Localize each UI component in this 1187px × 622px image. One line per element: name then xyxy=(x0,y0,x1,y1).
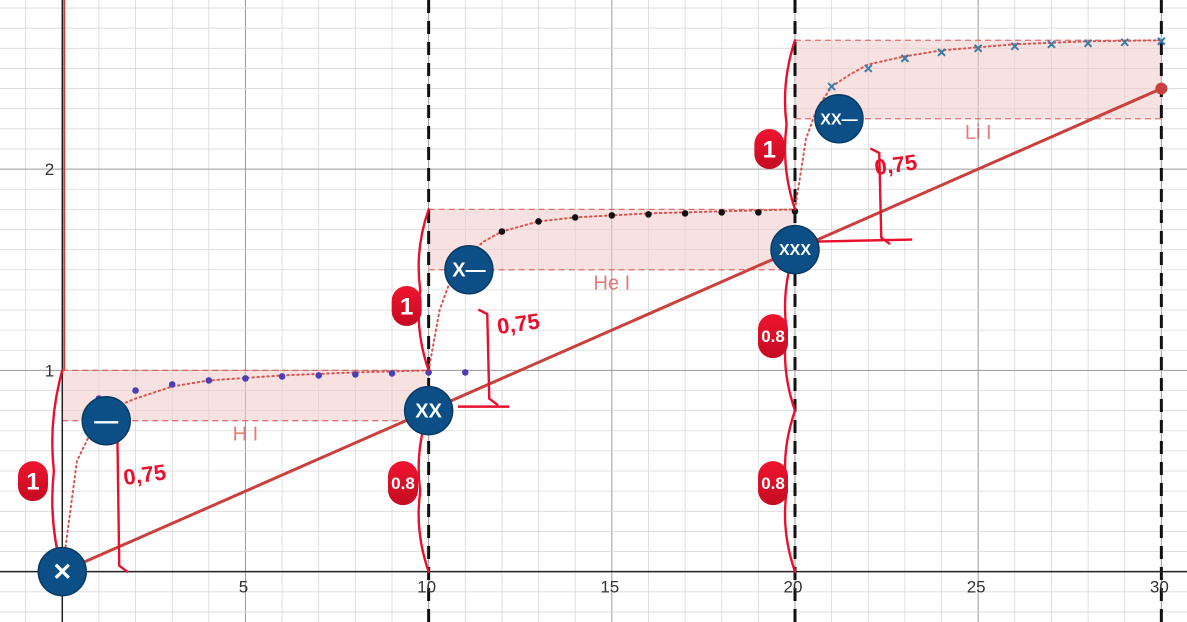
dotted-curve xyxy=(61,369,430,573)
endpoint-dot xyxy=(1155,82,1168,95)
region-label: He I xyxy=(593,273,630,295)
ionization-label: 0,75 xyxy=(495,308,541,339)
data-point xyxy=(132,387,139,394)
electron-circle xyxy=(444,244,494,295)
dotted-curve xyxy=(793,39,1163,211)
bracket-h-height xyxy=(51,369,64,573)
data-point-x xyxy=(1120,38,1129,47)
y-tick-label: 1 xyxy=(45,361,54,380)
electron-circle xyxy=(403,385,454,436)
pin-label: 0.8 xyxy=(761,327,785,346)
data-point xyxy=(461,369,469,376)
electron-circle xyxy=(81,395,131,446)
bracket-li-upper xyxy=(783,39,797,211)
data-points xyxy=(95,37,1166,402)
region-label: Li I xyxy=(965,122,992,144)
ionization-label: 0,75 xyxy=(873,149,919,180)
data-point-x xyxy=(1157,37,1166,46)
underline-li xyxy=(816,238,913,243)
data-point-x xyxy=(1083,39,1093,48)
data-point xyxy=(205,377,213,384)
x-tick-label: 5 xyxy=(239,578,248,597)
pin-markers: 1 1 1 0.8 0.8 0.8 xyxy=(17,128,789,506)
pin-marker xyxy=(387,461,418,506)
data-point xyxy=(791,208,799,215)
pin-label: 1 xyxy=(763,136,776,163)
pin-label: 0.8 xyxy=(391,474,415,493)
data-point-x xyxy=(827,82,836,91)
electron-circle-label: X— xyxy=(452,260,485,282)
data-point xyxy=(388,370,396,377)
data-point xyxy=(571,214,579,221)
bracket-he-ionization xyxy=(478,308,499,406)
electron-circle xyxy=(770,224,820,275)
data-point xyxy=(681,210,689,217)
region-label: H I xyxy=(233,424,259,446)
y-tick-label: 2 xyxy=(45,160,54,179)
data-point-x xyxy=(1047,40,1056,49)
data-point xyxy=(718,209,726,216)
electron-circle xyxy=(37,546,88,597)
data-point xyxy=(315,372,323,379)
hand-labels: 0,75 0,75 0,75 xyxy=(122,149,919,490)
ionization-label: 0,75 xyxy=(122,459,168,490)
data-point xyxy=(608,212,616,219)
x-tick-label: 20 xyxy=(784,578,803,597)
pin-marker xyxy=(754,128,785,169)
data-point-x xyxy=(937,48,946,57)
data-point xyxy=(498,228,506,235)
data-point-x xyxy=(864,64,873,73)
x-tick-label: 15 xyxy=(600,578,619,597)
data-point xyxy=(242,375,249,382)
diagonal-line xyxy=(61,82,1168,574)
pin-label: 1 xyxy=(400,293,413,320)
data-point xyxy=(535,218,542,225)
data-point-x xyxy=(973,44,983,53)
electron-circle-label: XXX xyxy=(779,242,811,259)
bracket-he-lower xyxy=(417,409,430,573)
x-tick-label: 30 xyxy=(1150,578,1169,597)
x-tick-label: 25 xyxy=(967,578,986,597)
pin-label: 0.8 xyxy=(761,474,785,493)
electron-circle-label: XX— xyxy=(820,111,857,128)
data-point xyxy=(278,373,286,380)
data-point xyxy=(352,371,359,378)
data-point xyxy=(755,209,762,216)
data-point xyxy=(425,369,432,376)
pin-marker xyxy=(758,314,789,359)
data-point xyxy=(168,381,176,388)
pin-label: 1 xyxy=(26,468,39,495)
electron-circle-label: XX xyxy=(415,401,442,423)
bracket-he-upper xyxy=(417,208,430,372)
electron-circle xyxy=(814,94,864,144)
electron-circles: ✕ — XX X— XXX XX— xyxy=(37,94,864,597)
x-tick-label: 10 xyxy=(417,578,436,597)
diagonal-line-path xyxy=(61,87,1162,574)
pin-marker xyxy=(17,461,48,502)
data-point-x xyxy=(900,54,910,63)
pin-marker xyxy=(391,285,422,326)
pin-marker xyxy=(758,461,789,506)
hand-brackets xyxy=(51,39,913,573)
data-point-x xyxy=(1010,42,1020,51)
electron-circle-label: ✕ xyxy=(52,559,72,586)
electron-circle-label: — xyxy=(94,408,118,435)
data-point xyxy=(645,211,652,218)
